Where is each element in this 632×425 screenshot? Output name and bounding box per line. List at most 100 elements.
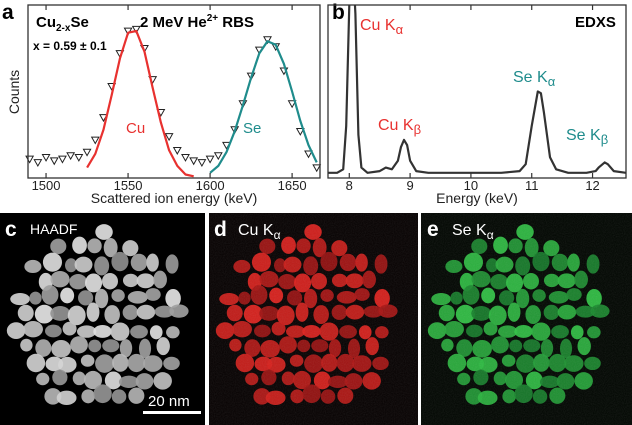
particle xyxy=(111,289,125,302)
particle xyxy=(127,353,146,373)
particle xyxy=(85,273,103,293)
particle xyxy=(166,326,180,339)
particle xyxy=(130,253,148,272)
data-point xyxy=(66,152,76,161)
particle xyxy=(50,238,67,255)
data-point xyxy=(90,136,100,145)
particle xyxy=(110,322,130,341)
particle xyxy=(119,339,133,358)
particle xyxy=(62,321,77,336)
particle xyxy=(41,285,59,305)
particle xyxy=(87,238,102,254)
annotation: Se Kβ xyxy=(566,127,608,147)
particle xyxy=(74,256,93,273)
particle xyxy=(56,390,77,406)
particle xyxy=(103,238,118,258)
particle xyxy=(52,369,68,386)
scale-bar xyxy=(143,411,201,414)
x-tick-label: 11 xyxy=(525,178,539,193)
formula: Cu2-xSe xyxy=(36,14,89,34)
chart-title: EDXS xyxy=(575,14,616,31)
annotation-part: Se K xyxy=(513,69,548,86)
x-tick-label: 1500 xyxy=(32,178,61,193)
particle xyxy=(67,305,86,326)
plot-frame xyxy=(327,4,627,179)
x-tick-label: 8 xyxy=(346,178,353,193)
curve xyxy=(328,5,626,174)
particle xyxy=(60,287,75,304)
annotation-sub: β xyxy=(601,132,608,147)
particle xyxy=(70,336,88,354)
image-label: HAADF xyxy=(30,221,77,237)
data-point xyxy=(295,127,305,136)
particle xyxy=(80,354,95,367)
data-point xyxy=(197,159,207,168)
particle xyxy=(94,256,110,276)
title-sup: 2+ xyxy=(207,13,219,24)
particle xyxy=(23,320,43,338)
particle xyxy=(95,224,113,240)
composition: x = 0.59 ± 0.1 xyxy=(33,39,107,53)
panel-letter: a xyxy=(2,1,14,24)
panel-letter: d xyxy=(214,218,227,241)
particle xyxy=(136,304,156,320)
curve xyxy=(86,29,194,178)
annotation-sub: α xyxy=(548,74,556,89)
data-point xyxy=(172,147,182,155)
panel-letter: b xyxy=(332,1,345,24)
particle xyxy=(163,356,180,371)
particle xyxy=(102,272,118,290)
particle xyxy=(69,273,88,290)
particle xyxy=(6,322,26,339)
particle xyxy=(93,384,112,404)
particle xyxy=(146,253,159,272)
label-part: Se K xyxy=(452,222,487,239)
particle xyxy=(130,325,148,339)
annotation: Se xyxy=(243,120,261,137)
particle xyxy=(44,388,62,405)
particle xyxy=(77,325,97,338)
noise xyxy=(209,213,418,425)
data-point xyxy=(49,157,59,166)
plot-area xyxy=(328,5,626,174)
annotation-part: Se K xyxy=(566,127,601,144)
particle xyxy=(149,325,163,340)
particle xyxy=(127,290,148,304)
data-point xyxy=(181,153,190,162)
data-point xyxy=(74,153,84,162)
data-point xyxy=(33,159,43,168)
data-point xyxy=(205,155,215,164)
particle xyxy=(81,389,95,404)
particle xyxy=(122,240,139,257)
x-tick-label: 1600 xyxy=(196,178,225,193)
x-tick-label: 12 xyxy=(585,178,599,193)
data-point xyxy=(57,155,67,164)
plot-frame xyxy=(27,4,321,179)
particle xyxy=(58,356,77,373)
particle xyxy=(153,270,167,289)
data-point xyxy=(164,133,174,142)
particle xyxy=(112,353,129,372)
particle xyxy=(143,355,163,372)
chart-title: 2 MeV He2+ RBS xyxy=(140,13,254,31)
particle xyxy=(135,373,154,390)
particle xyxy=(165,288,181,308)
panel-letter: c xyxy=(5,218,17,241)
curve xyxy=(209,40,318,174)
title-part: RBS xyxy=(218,14,254,31)
x-tick-label: 1550 xyxy=(114,178,143,193)
particle xyxy=(128,387,145,404)
label-part: Cu K xyxy=(238,222,274,239)
particle xyxy=(154,305,175,318)
formula-sub: 2-x xyxy=(56,23,71,34)
data-point xyxy=(41,153,51,162)
title-part: 2 MeV He xyxy=(140,14,207,31)
particle xyxy=(95,354,115,373)
data-point xyxy=(25,155,35,164)
particle xyxy=(20,338,33,352)
particle xyxy=(138,338,152,359)
data-point xyxy=(304,150,313,159)
annotation-sub: β xyxy=(414,122,421,137)
annotation: Cu Kβ xyxy=(378,117,421,137)
particle xyxy=(44,324,62,338)
